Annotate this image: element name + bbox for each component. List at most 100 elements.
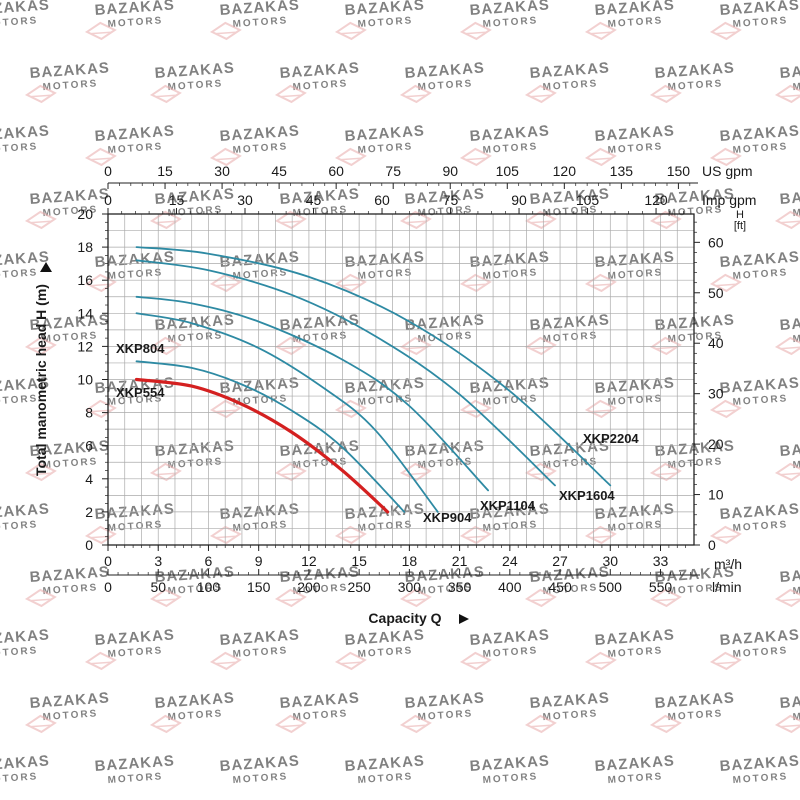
watermark-emblem-line xyxy=(281,598,302,602)
watermark-brand: BAZAKAS xyxy=(719,374,800,397)
tick-label-usgpm: 60 xyxy=(328,163,344,179)
watermark-brand: BAZAKAS xyxy=(404,185,485,208)
watermark-subbrand: MOTORS xyxy=(792,330,800,345)
tick-label-impgpm: 75 xyxy=(443,192,459,208)
watermark-brand: BAZAKAS xyxy=(779,59,800,82)
watermark-emblem-shape xyxy=(274,462,307,482)
watermark-emblem-line xyxy=(716,535,737,539)
watermark-subbrand: MOTORS xyxy=(792,456,800,471)
watermark-emblem xyxy=(209,147,242,167)
watermark-emblem-line xyxy=(591,283,612,287)
watermark-emblem xyxy=(149,714,182,734)
watermark-subbrand: MOTORS xyxy=(167,456,223,471)
watermark-subbrand: MOTORS xyxy=(107,393,163,408)
watermark-brand: BAZAKAS xyxy=(654,689,735,712)
watermark-brand: BAZAKAS xyxy=(0,0,50,19)
watermark-subbrand: MOTORS xyxy=(357,771,413,786)
tick-label-right: 60 xyxy=(708,234,724,250)
tick-label-usgpm: 45 xyxy=(271,163,287,179)
watermark-emblem xyxy=(709,651,742,671)
tick-label-usgpm: 150 xyxy=(667,163,691,179)
tick-label-impgpm: 90 xyxy=(511,192,527,208)
watermark-brand: BAZAKAS xyxy=(469,0,550,19)
watermark-subbrand: MOTORS xyxy=(0,645,39,660)
watermark-emblem-line xyxy=(716,31,737,35)
watermark-emblem xyxy=(774,588,800,608)
watermark-brand: BAZAKAS xyxy=(219,248,300,271)
tick-label-lmin: 50 xyxy=(150,579,166,595)
watermark-emblem-line xyxy=(531,94,552,98)
watermark-brand: BAZAKAS xyxy=(594,626,675,649)
watermark-emblem-shape xyxy=(274,714,307,734)
tick-label-lmin: 300 xyxy=(398,579,422,595)
watermark-brand: BAZAKAS xyxy=(719,626,800,649)
watermark-emblem-line xyxy=(31,94,52,98)
tick-label-lmin: 450 xyxy=(548,579,572,595)
watermark-emblem xyxy=(209,273,242,293)
watermark-subbrand: MOTORS xyxy=(357,519,413,534)
y-axis-title: Total manometric head H (m) xyxy=(33,284,49,476)
watermark-subbrand: MOTORS xyxy=(667,582,723,597)
tick-label-m3h: 6 xyxy=(205,553,213,569)
tick-label-m3h: 33 xyxy=(653,553,669,569)
watermark-emblem xyxy=(24,714,57,734)
watermark-subbrand: MOTORS xyxy=(0,267,39,282)
watermark-emblem-line xyxy=(216,409,237,413)
watermark-emblem xyxy=(524,84,557,104)
watermark-subbrand: MOTORS xyxy=(732,519,788,534)
watermark-emblem-shape xyxy=(24,210,57,230)
watermark-subbrand: MOTORS xyxy=(482,15,538,30)
watermark-emblem xyxy=(149,462,182,482)
watermark-emblem-line xyxy=(156,472,177,476)
watermark-brand: BAZAKAS xyxy=(0,122,50,145)
watermark-emblem-line xyxy=(341,409,362,413)
watermark-brand: BAZAKAS xyxy=(0,374,50,397)
watermark-emblem xyxy=(24,588,57,608)
watermark-subbrand: MOTORS xyxy=(0,141,39,156)
watermark-subbrand: MOTORS xyxy=(357,15,413,30)
watermark-emblem-shape xyxy=(274,336,307,356)
watermark-brand: BAZAKAS xyxy=(719,752,800,775)
series-label-xkp904: XKP904 xyxy=(423,510,472,525)
watermark-emblem-line xyxy=(341,31,362,35)
watermark-emblem xyxy=(399,588,432,608)
watermark-brand: BAZAKAS xyxy=(654,185,735,208)
watermark-subbrand: MOTORS xyxy=(107,15,163,30)
tick-label-impgpm: 0 xyxy=(104,192,112,208)
watermark-brand: BAZAKAS xyxy=(29,563,110,586)
watermark-brand: BAZAKAS xyxy=(344,122,425,145)
watermark-emblem-shape xyxy=(709,651,742,671)
watermark-emblem-shape xyxy=(149,210,182,230)
watermark-emblem-line xyxy=(31,598,52,602)
watermark-emblem-line xyxy=(656,598,677,602)
watermark-emblem-shape xyxy=(584,399,617,419)
watermark-emblem xyxy=(584,21,617,41)
watermark-emblem-shape xyxy=(584,651,617,671)
watermark-brand: BAZAKAS xyxy=(219,122,300,145)
watermark-emblem-shape xyxy=(584,147,617,167)
watermark-subbrand: MOTORS xyxy=(542,708,598,723)
watermark-emblem-line xyxy=(531,472,552,476)
watermark-brand: BAZAKAS xyxy=(344,248,425,271)
watermark-subbrand: MOTORS xyxy=(667,330,723,345)
watermark-emblem-shape xyxy=(24,336,57,356)
watermark-brand: BAZAKAS xyxy=(404,437,485,460)
